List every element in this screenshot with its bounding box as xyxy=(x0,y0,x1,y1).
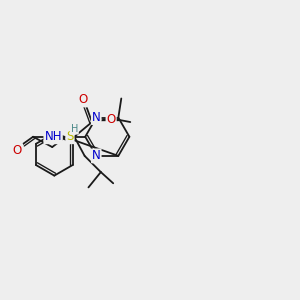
Text: O: O xyxy=(106,112,116,126)
Text: NH: NH xyxy=(44,130,62,143)
Text: S: S xyxy=(66,130,74,143)
Text: H: H xyxy=(70,124,78,134)
Text: O: O xyxy=(78,93,87,106)
Text: N: N xyxy=(92,111,100,124)
Text: N: N xyxy=(92,149,100,162)
Text: O: O xyxy=(13,144,22,157)
